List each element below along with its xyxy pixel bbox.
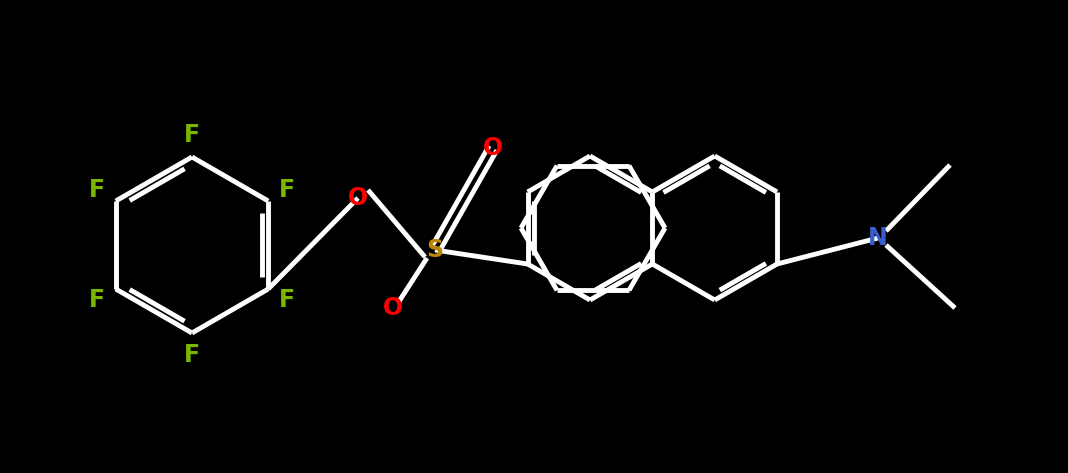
Text: F: F	[184, 123, 200, 147]
Text: F: F	[89, 288, 105, 312]
Text: F: F	[89, 178, 105, 202]
Text: F: F	[279, 288, 296, 312]
Text: O: O	[348, 186, 368, 210]
Text: N: N	[868, 226, 888, 250]
Text: O: O	[383, 296, 403, 320]
Text: S: S	[426, 238, 443, 262]
Text: F: F	[279, 178, 296, 202]
Text: F: F	[184, 343, 200, 367]
Text: O: O	[483, 136, 503, 160]
